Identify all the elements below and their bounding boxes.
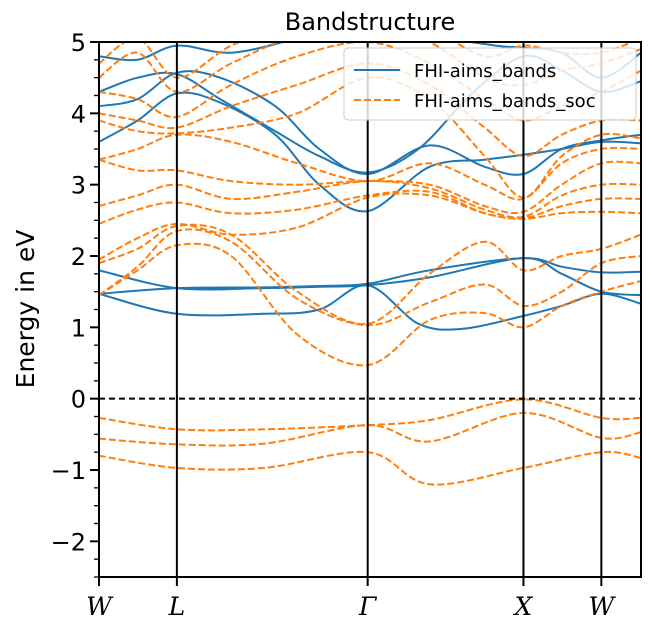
band-line-soc-10 [99, 133, 641, 201]
x-tick-label-3: X [513, 592, 534, 621]
band-line-soc-7 [99, 189, 641, 225]
y-tick-label-1: −1 [51, 457, 86, 485]
y-axis-label: Energy in eV [11, 230, 40, 389]
y-tick-label-5: 3 [71, 172, 86, 200]
legend: FHI-aims_bands FHI-aims_bands_soc [343, 47, 637, 121]
band-line-bands-1 [99, 257, 641, 297]
y-tick-label-2: 0 [71, 386, 86, 414]
legend-box [343, 47, 637, 121]
legend-label-0: FHI-aims_bands [414, 61, 556, 82]
x-tick-label-4: W [588, 592, 616, 621]
band-line-bands-2 [99, 257, 641, 295]
y-tick-label-6: 4 [71, 100, 86, 128]
y-tick-label-3: 1 [71, 314, 86, 342]
x-tick-label-1: L [168, 592, 186, 621]
band-line-soc-9 [99, 158, 641, 215]
band-line-soc-6 [99, 192, 641, 261]
band-line-soc-1 [99, 411, 641, 447]
band-line-soc-3 [99, 242, 641, 367]
y-tick-label-0: −2 [51, 528, 86, 556]
legend-label-1: FHI-aims_bands_soc [414, 91, 596, 112]
y-tick-label-4: 2 [71, 243, 86, 271]
band-line-soc-0 [99, 450, 641, 486]
x-tick-label-0: W [86, 592, 114, 621]
y-tick-label-7: 5 [71, 29, 86, 57]
plot-frame [98, 41, 642, 578]
band-line-soc-2 [99, 398, 641, 432]
band-line-soc-4 [99, 228, 641, 327]
band-line-soc-8 [99, 180, 641, 219]
chart-title: Bandstructure [285, 8, 456, 36]
x-tick-label-2: Γ [358, 592, 378, 621]
band-line-soc-5 [99, 223, 641, 326]
band-line-bands-0 [99, 284, 641, 331]
axes: −2 −1 0 1 2 3 4 5 W L Γ X W [51, 29, 642, 621]
